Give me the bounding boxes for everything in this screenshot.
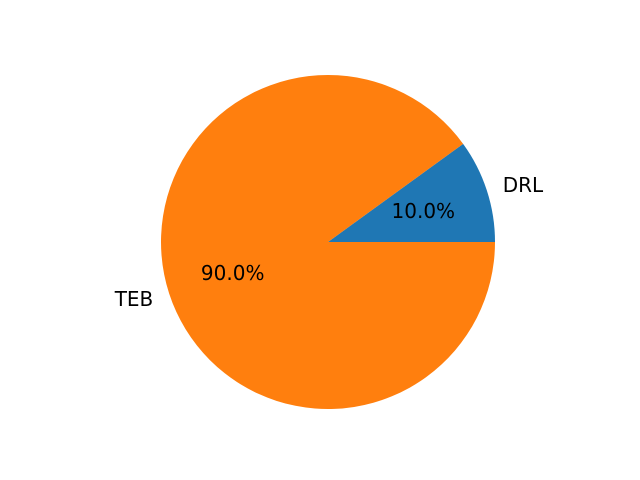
pie-slices <box>161 75 496 410</box>
pie-slice-teb <box>161 75 496 410</box>
pie-label-teb: TEB <box>114 287 154 311</box>
pie-label-drl: DRL <box>503 173 544 197</box>
pie-percent-label-teb: 90.0% <box>201 261 265 285</box>
pie-slice-drl <box>328 143 495 242</box>
pie-labels: DRL 10.0% TEB 90.0% <box>114 173 544 311</box>
pie-percent-label-drl: 10.0% <box>392 199 456 223</box>
